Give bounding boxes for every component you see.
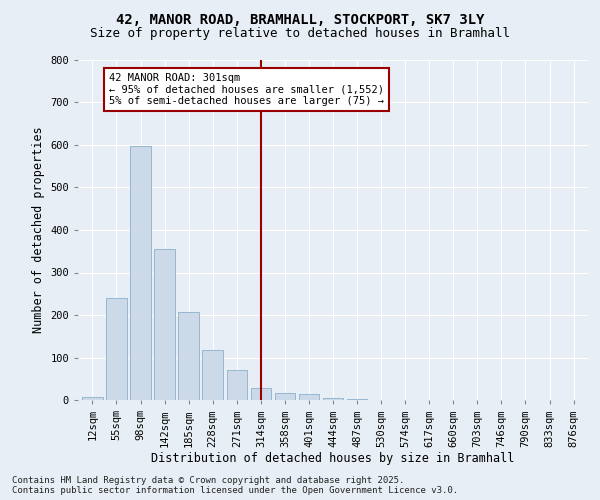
Text: Size of property relative to detached houses in Bramhall: Size of property relative to detached ho… xyxy=(90,28,510,40)
Bar xyxy=(227,370,247,400)
Text: 42, MANOR ROAD, BRAMHALL, STOCKPORT, SK7 3LY: 42, MANOR ROAD, BRAMHALL, STOCKPORT, SK7… xyxy=(116,12,484,26)
Bar xyxy=(106,298,127,400)
Text: Contains HM Land Registry data © Crown copyright and database right 2025.
Contai: Contains HM Land Registry data © Crown c… xyxy=(12,476,458,495)
Bar xyxy=(130,146,151,400)
X-axis label: Distribution of detached houses by size in Bramhall: Distribution of detached houses by size … xyxy=(151,452,515,465)
Bar xyxy=(347,398,367,400)
Bar xyxy=(251,388,271,400)
Bar xyxy=(202,350,223,400)
Bar xyxy=(323,398,343,400)
Text: 42 MANOR ROAD: 301sqm
← 95% of detached houses are smaller (1,552)
5% of semi-de: 42 MANOR ROAD: 301sqm ← 95% of detached … xyxy=(109,72,384,106)
Bar xyxy=(178,312,199,400)
Bar xyxy=(275,393,295,400)
Bar xyxy=(299,394,319,400)
Y-axis label: Number of detached properties: Number of detached properties xyxy=(32,126,44,334)
Bar xyxy=(82,396,103,400)
Bar xyxy=(154,249,175,400)
